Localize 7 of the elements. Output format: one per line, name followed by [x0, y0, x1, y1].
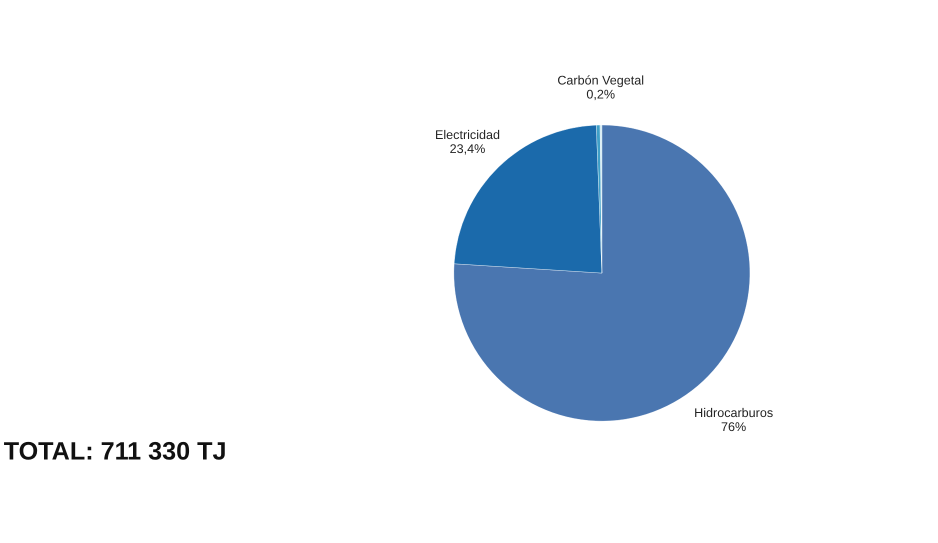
data-label: 23,4% — [450, 142, 486, 156]
text: TOTAL: 711 330 TJ — [4, 437, 226, 466]
data-label: 0,2% — [586, 87, 616, 102]
slice-label: Carbón Vegetal — [557, 73, 644, 88]
data-label: 76% — [721, 420, 746, 434]
slice-label: Electricidad — [434, 128, 500, 142]
slice-label: Hidrocarburos — [694, 406, 774, 420]
